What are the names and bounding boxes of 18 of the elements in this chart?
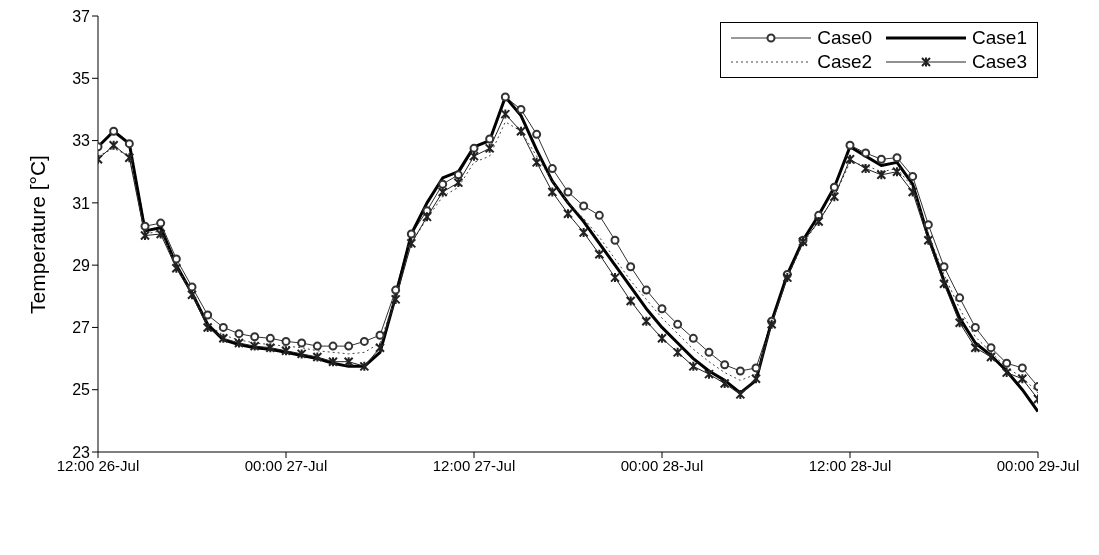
y-tick-label: 31 xyxy=(72,194,91,212)
y-tick-label: 23 xyxy=(72,443,91,461)
y-tick-label: 33 xyxy=(72,132,91,150)
y-tick-label: 25 xyxy=(72,381,91,399)
y-tick-label: 27 xyxy=(72,319,91,337)
legend-label: Case3 xyxy=(972,51,1027,73)
x-tick-label: 00:00 27-Jul xyxy=(244,456,328,474)
x-tick-label: 12:00 27-Jul xyxy=(432,456,516,474)
x-tick-label: 00:00 29-Jul xyxy=(996,456,1080,474)
legend-label: Case0 xyxy=(817,27,873,49)
y-tick-label: 35 xyxy=(72,69,91,87)
x-tick-label: 12:00 28-Jul xyxy=(808,456,892,474)
legend-label: Case1 xyxy=(972,27,1027,49)
y-tick-label: 29 xyxy=(72,256,91,274)
x-tick-label: 00:00 28-Jul xyxy=(620,456,704,474)
y-tick-label: 37 xyxy=(72,7,91,25)
y-axis-title: Temperature [°C] xyxy=(26,155,50,314)
legend-label: Case2 xyxy=(817,51,873,73)
